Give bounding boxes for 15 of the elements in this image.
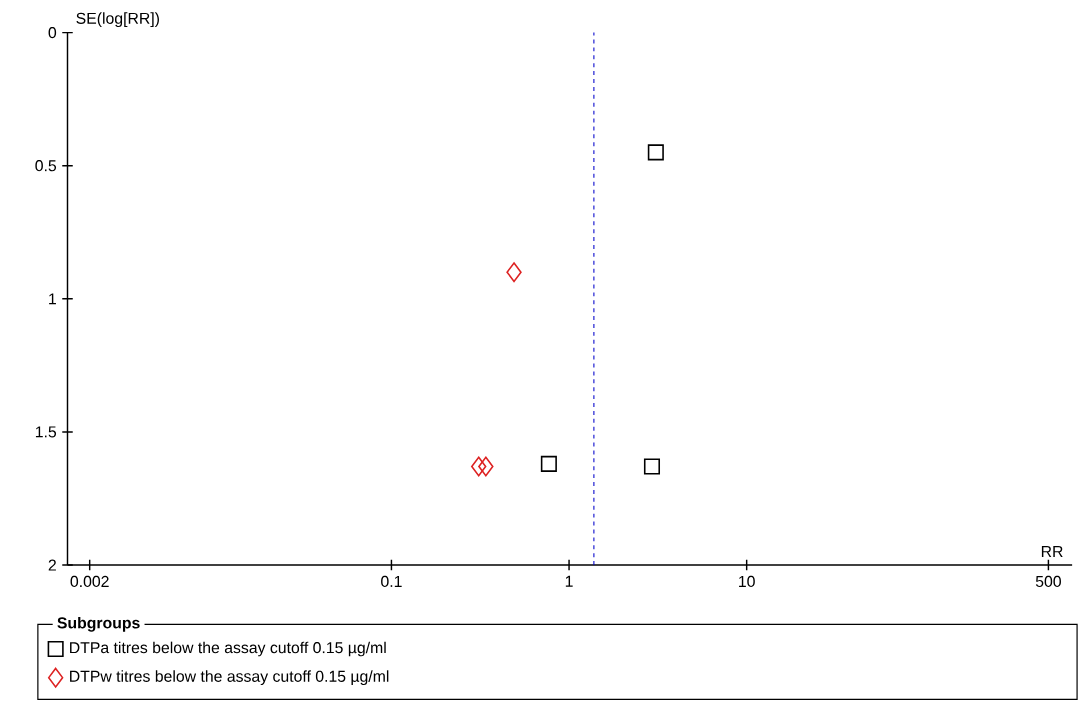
y-tick-label: 1 xyxy=(49,293,56,305)
x-tick-label: 0.1 xyxy=(381,575,402,587)
y-tick-label: 0 xyxy=(48,26,57,39)
y-tick-label: 2 xyxy=(48,559,56,571)
y-tick-label: 0.5 xyxy=(35,159,57,172)
x-tick-label: 500 xyxy=(1035,575,1061,587)
x-tick-label: 1 xyxy=(565,575,573,587)
legend-title: Subgroups xyxy=(57,616,140,632)
x-tick-label: 0.002 xyxy=(70,575,109,587)
x-axis-title: RR xyxy=(1041,545,1063,557)
legend-label: DTPw titres below the assay cutoff 0.15 µg/ml xyxy=(70,670,389,685)
y-axis-title: SE(log[RR]) xyxy=(76,12,159,27)
legend-label: DTPa titres below the assay cutoff 0.15 µg/ml xyxy=(70,641,386,657)
y-tick-label: 1.5 xyxy=(35,426,57,438)
x-tick-label: 10 xyxy=(739,575,755,587)
